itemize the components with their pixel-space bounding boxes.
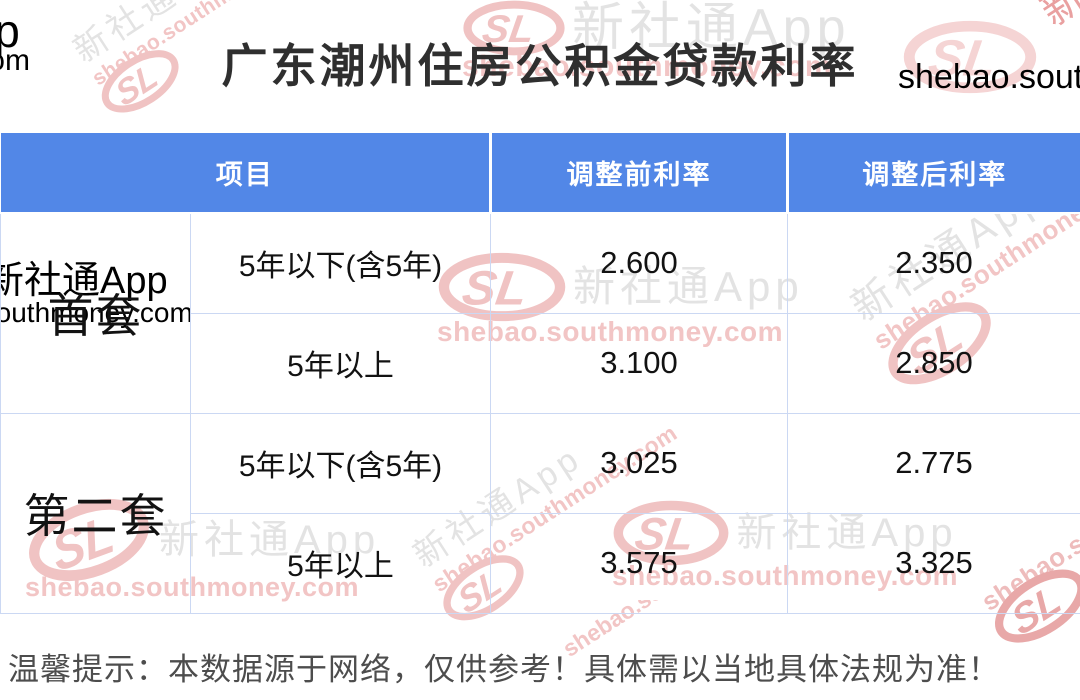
after-rate-cell: 3.325	[787, 512, 1080, 614]
loan-term-cell: 5年以下(含5年)	[190, 412, 491, 514]
after-rate-cell: 2.775	[787, 412, 1080, 514]
before-rate-cell: 3.100	[490, 312, 788, 414]
before-rate-cell: 3.025	[490, 412, 788, 514]
page-title: 广东潮州住房公积金贷款利率	[221, 40, 859, 92]
loan-term-cell: 5年以上	[190, 312, 491, 414]
header-cell-before-rate: 调整前利率	[490, 133, 789, 214]
loan-term-cell: 5年以上	[190, 512, 491, 614]
after-rate-cell: 2.850	[787, 312, 1080, 414]
group-label-cell: 首套	[0, 212, 191, 414]
table-row: 首套 5年以下(含5年) 2.600 2.350	[0, 212, 1080, 414]
rates-table: 项目 调整前利率 调整后利率 首套 5年以下(含5年) 2.600 2.350 …	[0, 133, 1080, 614]
table-row: 5年以上 3.100 2.850	[1, 312, 1080, 414]
before-rate-cell: 2.600	[490, 212, 788, 314]
disclaimer-note: 温馨提示：本数据源于网络，仅供参考！具体需以当地具体法规为准！	[8, 652, 1000, 687]
header-cell-item: 项目	[0, 133, 492, 214]
header-cell-after-rate: 调整后利率	[787, 133, 1080, 214]
loan-term-cell: 5年以下(含5年)	[190, 212, 491, 314]
group-label-cell: 第二套	[0, 412, 191, 614]
after-rate-cell: 2.350	[787, 212, 1080, 314]
table-header-row: 项目 调整前利率 调整后利率	[0, 133, 1080, 214]
table-row: 第二套 5年以下(含5年) 3.025 2.775	[0, 412, 1080, 614]
before-rate-cell: 3.575	[490, 512, 788, 614]
